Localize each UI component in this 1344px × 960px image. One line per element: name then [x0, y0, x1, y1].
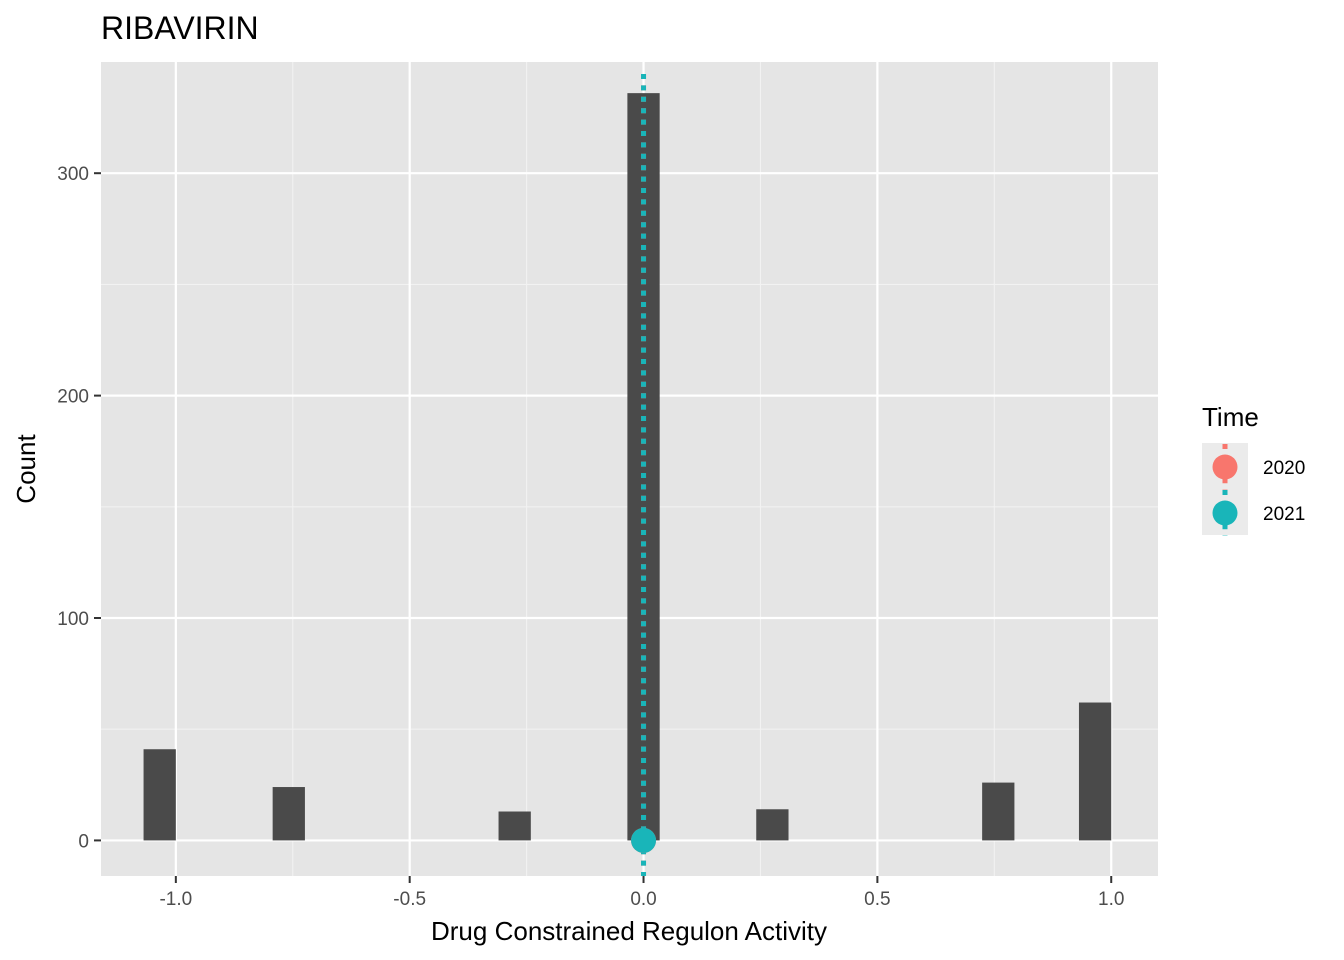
- y-tick-label: 100: [57, 609, 89, 630]
- point-2021: [631, 827, 657, 853]
- x-axis: -1.0 -0.5 0.0 0.5 1.0: [159, 876, 1124, 910]
- histogram-bars: [143, 93, 1112, 841]
- histogram-bar: [143, 749, 176, 841]
- histogram-bar: [756, 809, 789, 841]
- legend-key-point-2021: [1212, 500, 1238, 526]
- chart-title: RIBAVIRIN: [101, 10, 259, 46]
- y-axis-title: Count: [11, 434, 41, 504]
- x-tick-label: 0.0: [630, 889, 656, 910]
- histogram-bar: [498, 811, 531, 841]
- legend-title: Time: [1202, 402, 1259, 432]
- x-tick-label: -1.0: [159, 889, 192, 910]
- legend-entries: 2020 2021: [1212, 444, 1305, 536]
- legend-label-2021: 2021: [1263, 504, 1305, 525]
- y-tick-label: 0: [78, 831, 89, 852]
- reference-points: [631, 827, 657, 853]
- x-tick-label: -0.5: [393, 889, 426, 910]
- legend: Time 2020 2021: [1202, 402, 1305, 536]
- legend-label-2020: 2020: [1263, 458, 1305, 479]
- histogram-bar: [1078, 702, 1112, 841]
- x-axis-title: Drug Constrained Regulon Activity: [431, 916, 827, 946]
- x-tick-label: 0.5: [864, 889, 890, 910]
- x-tick-label: 1.0: [1098, 889, 1124, 910]
- histogram-bar: [982, 782, 1015, 841]
- y-axis: 0 100 200 300: [57, 164, 101, 852]
- histogram-bar: [272, 787, 305, 841]
- y-tick-label: 300: [57, 164, 89, 185]
- y-tick-label: 200: [57, 387, 89, 408]
- legend-key-point-2020: [1212, 454, 1238, 480]
